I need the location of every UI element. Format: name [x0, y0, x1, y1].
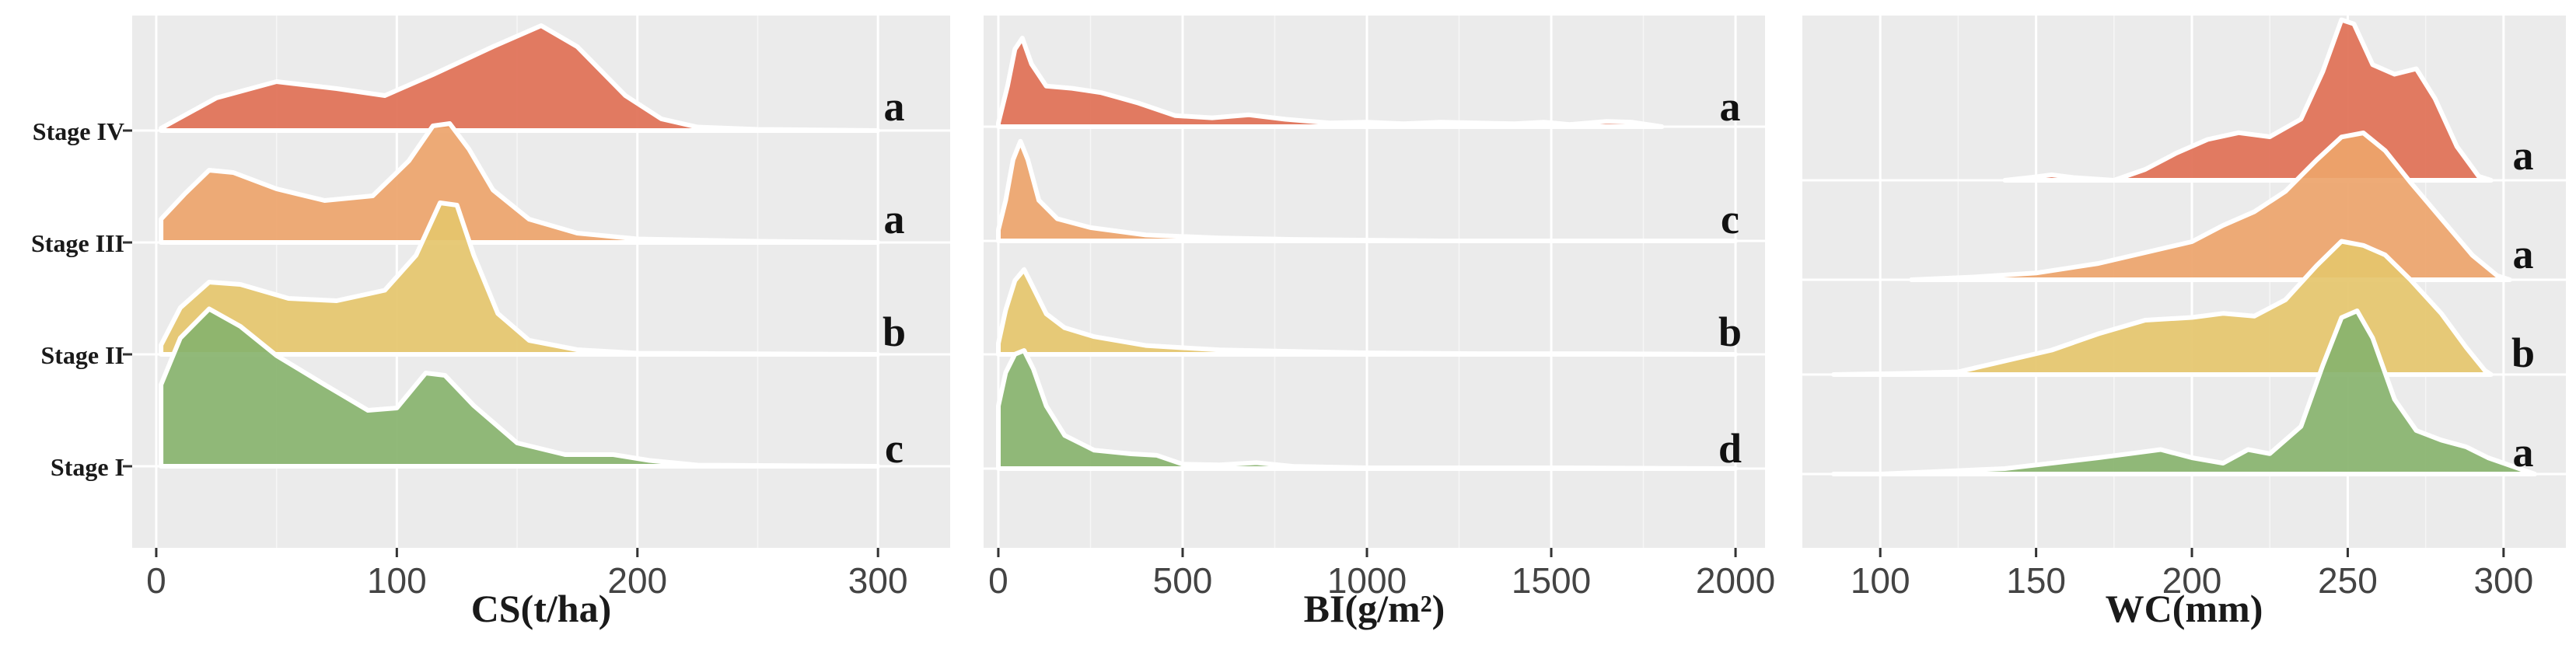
wc-significance-letter: a	[2513, 132, 2534, 179]
wc-x-axis-title: WC(mm)	[2106, 587, 2263, 630]
bi-significance-letter: c	[1721, 196, 1739, 242]
wc-significance-letter: a	[2513, 231, 2534, 277]
bi-significance-letter: d	[1718, 425, 1742, 472]
cs-x-tick-label: 100	[367, 560, 427, 601]
wc-panel: a a b a 100 150 200 250 300 WC(mm)	[1802, 16, 2566, 630]
bi-significance-letter: b	[1718, 309, 1742, 355]
cs-x-tick-label: 0	[146, 560, 166, 601]
cs-ridge-stage-i	[159, 306, 881, 469]
cs-significance-letter: a	[884, 196, 905, 242]
bi-x-tick-label: 0	[988, 560, 1008, 601]
wc-significance-letter: b	[2511, 329, 2535, 376]
bi-x-tick-label: 1000	[1327, 560, 1407, 601]
wc-ridge-stage-ii	[1831, 239, 2494, 377]
bi-significance-letter: a	[1720, 83, 1741, 130]
wc-ridge-stage-i	[1831, 309, 2537, 476]
cs-panel: a a b c 0 100 200 300 CS(t/ha)	[123, 16, 950, 630]
bi-panel: a c b d 0 500 1000 1500 2000 BI(g/m²)	[984, 16, 1775, 630]
stage-label-iii: Stage III	[31, 229, 124, 257]
stage-label-iv: Stage IV	[33, 117, 124, 145]
stage-label-i: Stage I	[51, 453, 124, 481]
wc-x-tick-label: 250	[2318, 560, 2378, 601]
cs-ridge-stage-ii	[159, 200, 881, 357]
bi-x-tick-label: 500	[1153, 560, 1213, 601]
cs-significance-letter: c	[885, 425, 904, 472]
cs-x-tick-label: 300	[848, 560, 908, 601]
bi-ridge-stage-iv	[996, 36, 1665, 129]
bi-ridge-stage-i	[996, 348, 1739, 471]
wc-x-tick-label: 150	[2006, 560, 2066, 601]
bi-ridge-stage-ii	[996, 267, 1739, 357]
bi-x-tick-label: 1500	[1512, 560, 1591, 601]
cs-significance-letter: a	[884, 83, 905, 130]
bi-ridge-stage-iii	[996, 138, 1739, 243]
cs-x-tick-label: 200	[607, 560, 667, 601]
stage-labels: Stage IV Stage III Stage II Stage I	[31, 117, 124, 481]
cs-ridge-stage-iii	[159, 121, 881, 245]
wc-x-tick-label: 300	[2473, 560, 2533, 601]
wc-significance-letter: a	[2513, 429, 2534, 476]
wc-x-tick-label: 200	[2162, 560, 2222, 601]
wc-x-tick-label: 100	[1851, 560, 1910, 601]
stage-label-ii: Stage II	[40, 341, 124, 369]
cs-significance-letter: b	[883, 309, 906, 355]
bi-x-axis-title: BI(g/m²)	[1304, 587, 1445, 630]
bi-x-tick-label: 2000	[1696, 560, 1775, 601]
cs-x-axis-title: CS(t/ha)	[471, 587, 612, 630]
cs-ridge-stage-iv	[159, 23, 881, 133]
